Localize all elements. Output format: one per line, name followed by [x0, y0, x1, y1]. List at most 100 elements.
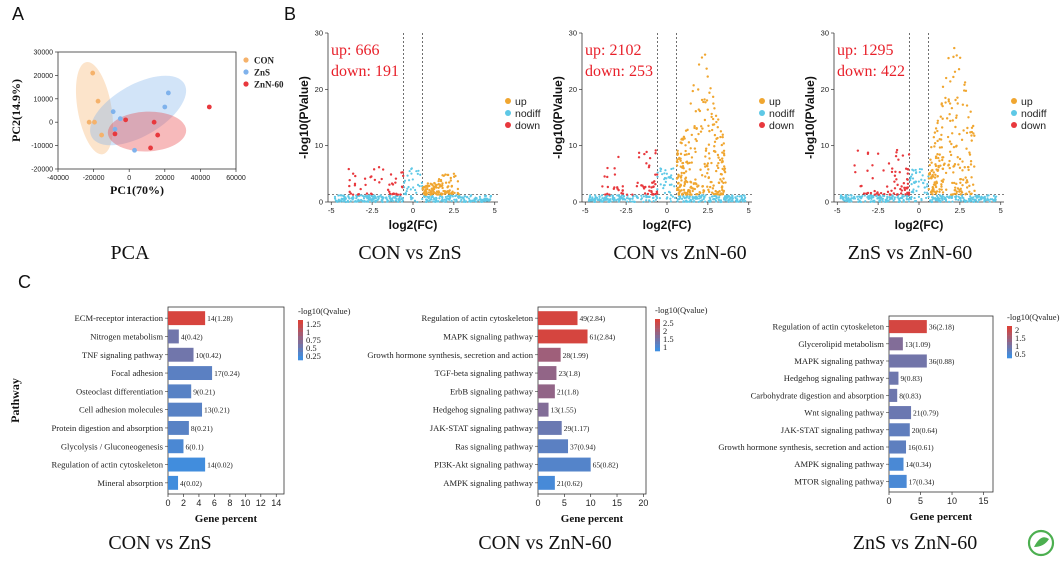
- nodiff-point: [670, 167, 673, 171]
- down-point: [648, 185, 651, 188]
- nodiff-point: [959, 199, 962, 202]
- nodiff-point: [917, 180, 920, 183]
- up-point: [705, 99, 709, 102]
- nodiff-point: [991, 198, 994, 201]
- pathway-label: AMPK signaling pathway: [443, 478, 533, 488]
- up-point: [931, 193, 934, 196]
- pathway-label: Ras signaling pathway: [455, 441, 534, 451]
- pathway-bar: [889, 457, 904, 471]
- up-point: [721, 167, 724, 171]
- nodiff-point: [736, 195, 739, 198]
- pathway-bar: [538, 420, 562, 435]
- nodiff-point: [663, 172, 666, 175]
- up-point: [704, 147, 708, 150]
- up-point: [936, 119, 940, 123]
- up-point: [938, 138, 941, 141]
- bar-value-label: 13(0.21): [204, 406, 230, 415]
- nodiff-point: [380, 198, 383, 202]
- x-tick-label: -20000: [83, 175, 105, 182]
- nodiff-point: [470, 199, 474, 203]
- nodiff-point: [587, 199, 591, 202]
- up-point: [961, 103, 965, 106]
- nodiff-point: [701, 199, 704, 202]
- y-tick-label: 0: [319, 198, 323, 207]
- up-point: [941, 104, 944, 108]
- up-point: [701, 127, 704, 130]
- up-point: [456, 187, 460, 191]
- nodiff-point: [917, 185, 920, 188]
- up-point: [717, 161, 720, 165]
- up-point: [955, 192, 958, 195]
- pathway-label: Carbohydrate digestion and absorption: [751, 390, 885, 400]
- down-point: [621, 185, 625, 188]
- nodiff-point: [484, 198, 487, 201]
- up-point: [693, 147, 697, 150]
- down-point: [903, 188, 907, 192]
- annotation-down-count: down: 191: [331, 63, 399, 80]
- down-point: [645, 162, 648, 165]
- nodiff-point: [685, 199, 688, 202]
- up-point: [966, 165, 970, 169]
- nodiff-point: [652, 199, 655, 203]
- legend-gradient-swatch: [655, 322, 660, 326]
- nodiff-point: [407, 185, 410, 189]
- pathway-bar: [889, 320, 927, 334]
- nodiff-point: [394, 199, 397, 202]
- up-point: [695, 126, 698, 130]
- y-tick-label: 10: [315, 141, 323, 150]
- nodiff-point: [715, 196, 718, 199]
- nodiff-point: [734, 196, 737, 200]
- up-point: [936, 139, 939, 143]
- nodiff-point: [369, 198, 373, 201]
- up-point: [719, 130, 723, 133]
- up-point: [704, 155, 707, 158]
- pathway-bar: [889, 474, 907, 488]
- up-point: [691, 89, 695, 93]
- down-point: [606, 166, 609, 170]
- nodiff-point: [349, 200, 352, 203]
- nodiff-point: [976, 200, 979, 204]
- nodiff-point: [921, 174, 924, 177]
- up-point: [437, 183, 440, 186]
- nodiff-point: [844, 194, 848, 197]
- up-point: [955, 54, 958, 57]
- nodiff-point: [664, 169, 667, 172]
- up-point: [956, 156, 959, 159]
- down-point: [905, 177, 909, 181]
- up-point: [942, 178, 945, 181]
- nodiff-point: [631, 195, 635, 198]
- up-point: [697, 88, 700, 91]
- nodiff-point: [873, 199, 876, 202]
- nodiff-point: [376, 195, 380, 198]
- up-point: [676, 149, 679, 152]
- up-point: [950, 132, 954, 135]
- pathway-bar: [889, 371, 899, 385]
- x-tick-label: 6: [212, 498, 217, 508]
- nodiff-point: [355, 195, 359, 198]
- up-point: [686, 180, 689, 184]
- down-point: [873, 193, 876, 196]
- up-point: [963, 166, 966, 169]
- up-point: [720, 143, 724, 147]
- bar-value-label: 61(2.84): [590, 332, 616, 341]
- nodiff-point: [727, 200, 730, 203]
- nodiff-point: [356, 200, 359, 203]
- nodiff-point: [870, 197, 873, 201]
- pca-point: [206, 104, 212, 110]
- volcano-chart-1: -5 -2.5 0 2.5 5 0 10 20 30 log2(FC) -log10(PValue)…: [297, 29, 541, 233]
- up-point: [973, 165, 976, 168]
- up-point: [702, 189, 705, 192]
- pca-chart: -40000 -20000 0 20000 40000 60000-20000-10000…: [9, 50, 284, 198]
- up-point: [682, 188, 686, 192]
- down-point: [388, 190, 391, 193]
- up-point: [951, 119, 954, 122]
- legend-gradient-swatch: [1007, 354, 1012, 359]
- down-point: [621, 192, 625, 195]
- up-point: [698, 191, 701, 194]
- down-point: [899, 192, 903, 195]
- down-point: [631, 193, 634, 196]
- down-point: [890, 189, 893, 192]
- nodiff-point: [735, 200, 738, 203]
- y-tick-label: 20: [315, 85, 323, 94]
- pathway-bar: [168, 384, 192, 399]
